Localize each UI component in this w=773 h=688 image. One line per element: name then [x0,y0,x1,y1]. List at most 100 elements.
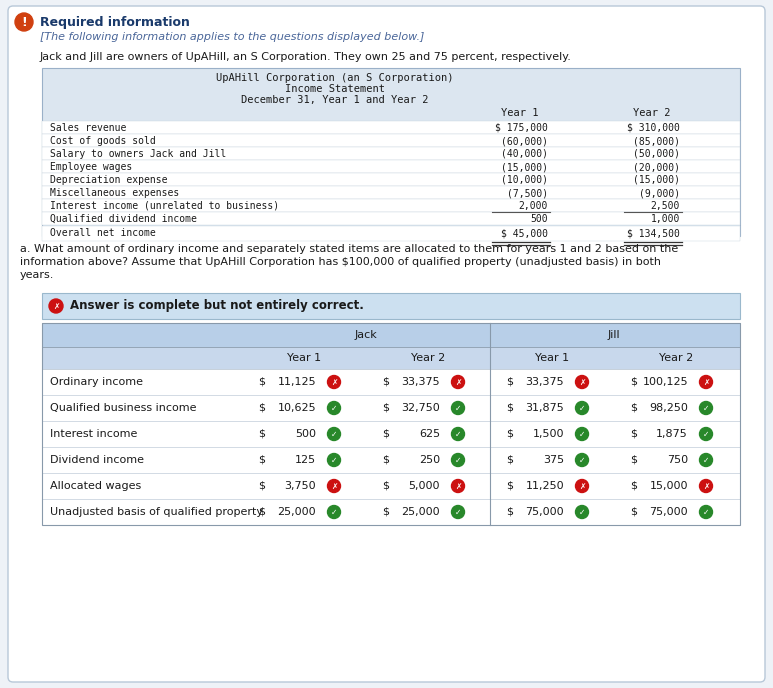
Text: ✗: ✗ [455,378,461,387]
Text: (15,000): (15,000) [501,162,548,172]
Text: 1,000: 1,000 [651,214,680,224]
Text: 5,000: 5,000 [408,481,440,491]
Text: ✗: ✗ [331,482,337,491]
Text: ✓: ✓ [703,403,709,413]
Text: $: $ [630,403,637,413]
Text: Depreciation expense: Depreciation expense [50,175,168,185]
Text: 3,750: 3,750 [284,481,316,491]
Bar [42,447,740,473]
Circle shape [328,506,340,519]
Text: information above? Assume that UpAHill Corporation has $100,000 of qualified pro: information above? Assume that UpAHill C… [20,257,661,267]
Text: Ordinary income: Ordinary income [50,377,143,387]
Text: $: $ [630,507,637,517]
Text: (50,000): (50,000) [633,149,680,159]
Circle shape [700,427,713,440]
Text: ✗: ✗ [53,301,60,310]
Text: ✓: ✓ [579,508,585,517]
Text: Employee wages: Employee wages [50,162,132,172]
Text: (40,000): (40,000) [501,149,548,159]
Bar [42,293,740,319]
Text: (15,000): (15,000) [633,175,680,185]
Text: (10,000): (10,000) [501,175,548,185]
Text: 500: 500 [295,429,316,439]
Text: Overall net income: Overall net income [50,228,155,238]
Text: ✓: ✓ [455,455,461,464]
Text: Interest income (unrelated to business): Interest income (unrelated to business) [50,201,279,211]
Circle shape [576,402,588,414]
Text: $: $ [382,455,389,465]
Text: Answer is complete but not entirely correct.: Answer is complete but not entirely corr… [70,299,364,312]
Text: [The following information applies to the questions displayed below.]: [The following information applies to th… [40,32,424,42]
Text: 500: 500 [530,214,548,224]
Text: ✓: ✓ [703,455,709,464]
Bar [42,160,740,173]
Text: Allocated wages: Allocated wages [50,481,141,491]
Text: ✗: ✗ [703,378,709,387]
Text: ✗: ✗ [703,482,709,491]
Text: Sales revenue: Sales revenue [50,123,126,133]
Text: Jill: Jill [608,330,620,340]
Text: $: $ [258,507,265,517]
Text: 98,250: 98,250 [649,403,688,413]
Text: $ 134,500: $ 134,500 [627,228,680,238]
Circle shape [576,506,588,519]
Circle shape [700,480,713,493]
Text: $ 310,000: $ 310,000 [627,123,680,133]
Text: $: $ [258,429,265,439]
Circle shape [700,402,713,414]
Text: $: $ [506,455,513,465]
Text: $: $ [382,507,389,517]
Text: $: $ [258,377,265,387]
Text: (7,500): (7,500) [507,188,548,198]
Bar [42,186,740,199]
Text: 25,000: 25,000 [401,507,440,517]
Text: $: $ [382,429,389,439]
Text: ✓: ✓ [331,508,337,517]
Text: (9,000): (9,000) [638,188,680,198]
Text: 11,250: 11,250 [526,481,564,491]
Bar [42,323,740,525]
Text: (85,000): (85,000) [633,136,680,146]
FancyBboxPatch shape [8,6,765,682]
Text: ✓: ✓ [331,403,337,413]
Text: Required information: Required information [40,16,190,29]
Circle shape [451,376,465,389]
Text: ✓: ✓ [579,403,585,413]
Bar [42,226,740,241]
Text: 75,000: 75,000 [526,507,564,517]
Text: ✓: ✓ [331,455,337,464]
Circle shape [49,299,63,313]
Text: $: $ [506,481,513,491]
Circle shape [576,453,588,466]
Text: ✗: ✗ [579,378,585,387]
Text: years.: years. [20,270,54,280]
Circle shape [451,402,465,414]
Bar [42,395,740,421]
Text: Income Statement: Income Statement [285,84,385,94]
Text: Interest income: Interest income [50,429,138,439]
Text: Unadjusted basis of qualified property: Unadjusted basis of qualified property [50,507,263,517]
Text: 25,000: 25,000 [278,507,316,517]
Text: $: $ [258,481,265,491]
Circle shape [451,506,465,519]
Text: Miscellaneous expenses: Miscellaneous expenses [50,188,179,198]
Bar [42,199,740,212]
Text: $ 175,000: $ 175,000 [495,123,548,133]
Circle shape [328,427,340,440]
Text: ✓: ✓ [579,429,585,438]
Text: $ 45,000: $ 45,000 [501,228,548,238]
Circle shape [576,480,588,493]
Circle shape [328,453,340,466]
Bar [42,121,740,134]
Text: a. What amount of ordinary income and separately stated items are allocated to t: a. What amount of ordinary income and se… [20,244,678,254]
Bar [42,499,740,525]
Text: $: $ [258,455,265,465]
Circle shape [451,427,465,440]
Text: $: $ [630,377,637,387]
Text: 11,125: 11,125 [278,377,316,387]
Text: $: $ [506,429,513,439]
Text: 1,875: 1,875 [656,429,688,439]
Text: 2,500: 2,500 [651,201,680,211]
Text: 15,000: 15,000 [649,481,688,491]
Bar [42,473,740,499]
